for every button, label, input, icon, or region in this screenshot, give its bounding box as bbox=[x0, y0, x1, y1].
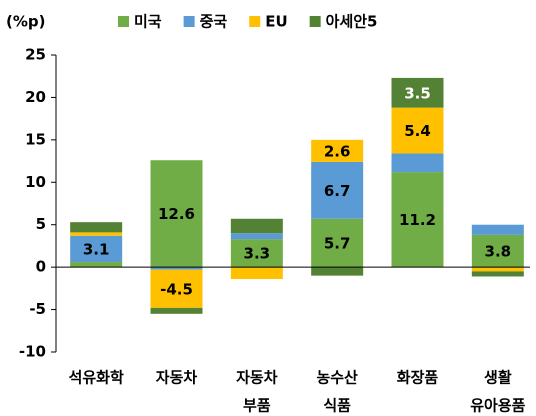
y-tick-label: 20 bbox=[25, 88, 46, 106]
x-tick-label: 화장품 bbox=[397, 369, 439, 387]
bar-segment bbox=[70, 232, 123, 236]
bar-segment bbox=[471, 224, 524, 235]
bar-segment bbox=[230, 239, 283, 268]
bar-segment bbox=[471, 234, 524, 268]
bar-segment bbox=[70, 262, 123, 268]
bar-segment bbox=[150, 160, 203, 268]
bar-segment bbox=[391, 107, 444, 154]
data-label: 3.8 bbox=[485, 243, 512, 261]
data-label: 12.6 bbox=[158, 205, 195, 223]
y-tick-label: 15 bbox=[25, 130, 46, 148]
bar-segment bbox=[471, 267, 524, 272]
data-label: 3.3 bbox=[244, 245, 271, 263]
bar-segment bbox=[311, 267, 364, 276]
data-label: 6.7 bbox=[324, 182, 351, 200]
bar-segment bbox=[391, 172, 444, 268]
x-tick-label: 식품 bbox=[323, 397, 351, 415]
y-axis-label: (%p) bbox=[6, 13, 45, 31]
bar-segment bbox=[311, 139, 364, 162]
bar-segment bbox=[230, 267, 283, 280]
legend-swatch bbox=[118, 16, 129, 27]
legend-label: 중국 bbox=[200, 13, 228, 31]
x-tick-label: 생활 bbox=[484, 369, 512, 387]
x-tick-label: 자동차 bbox=[156, 369, 198, 387]
y-tick-label: -10 bbox=[19, 343, 46, 361]
y-tick-label: 25 bbox=[25, 46, 46, 64]
x-tick-label: 자동차 bbox=[236, 369, 278, 387]
data-label: 3.1 bbox=[83, 240, 110, 258]
legend-swatch bbox=[183, 16, 195, 27]
data-label: 5.4 bbox=[404, 122, 431, 140]
bar-segment bbox=[311, 161, 364, 219]
legend-swatch bbox=[309, 16, 321, 27]
bar-segment bbox=[230, 233, 283, 240]
legend-label: EU bbox=[265, 13, 287, 31]
bar-segment bbox=[150, 307, 203, 314]
y-tick-label: 0 bbox=[36, 258, 46, 276]
y-tick-label: 10 bbox=[25, 173, 46, 191]
x-tick-label: 농수산 bbox=[316, 369, 358, 387]
data-label: 11.2 bbox=[399, 211, 436, 229]
bar-segment bbox=[471, 271, 524, 277]
data-label: -4.5 bbox=[160, 280, 193, 298]
legend-label: 미국 bbox=[134, 13, 162, 31]
legend-swatch bbox=[249, 16, 261, 27]
bar-segment bbox=[70, 235, 123, 263]
y-tick-label: -5 bbox=[29, 300, 46, 318]
data-label: 3.5 bbox=[404, 84, 431, 102]
legend-label: 아세안5 bbox=[326, 13, 378, 31]
bar-segment bbox=[70, 222, 123, 233]
x-tick-label: 부품 bbox=[243, 397, 271, 415]
data-label: 2.6 bbox=[324, 142, 351, 160]
bar-segment bbox=[311, 218, 364, 268]
data-label: 5.7 bbox=[324, 234, 351, 252]
bar-segment bbox=[150, 269, 203, 308]
x-tick-label: 유아용품 bbox=[470, 397, 525, 415]
bar-segment bbox=[150, 267, 203, 270]
bar-segment bbox=[391, 153, 444, 173]
y-tick-label: 5 bbox=[36, 215, 46, 233]
bar-segment bbox=[230, 218, 283, 234]
bar-segment bbox=[391, 77, 444, 108]
x-tick-label: 석유화학 bbox=[69, 369, 124, 387]
